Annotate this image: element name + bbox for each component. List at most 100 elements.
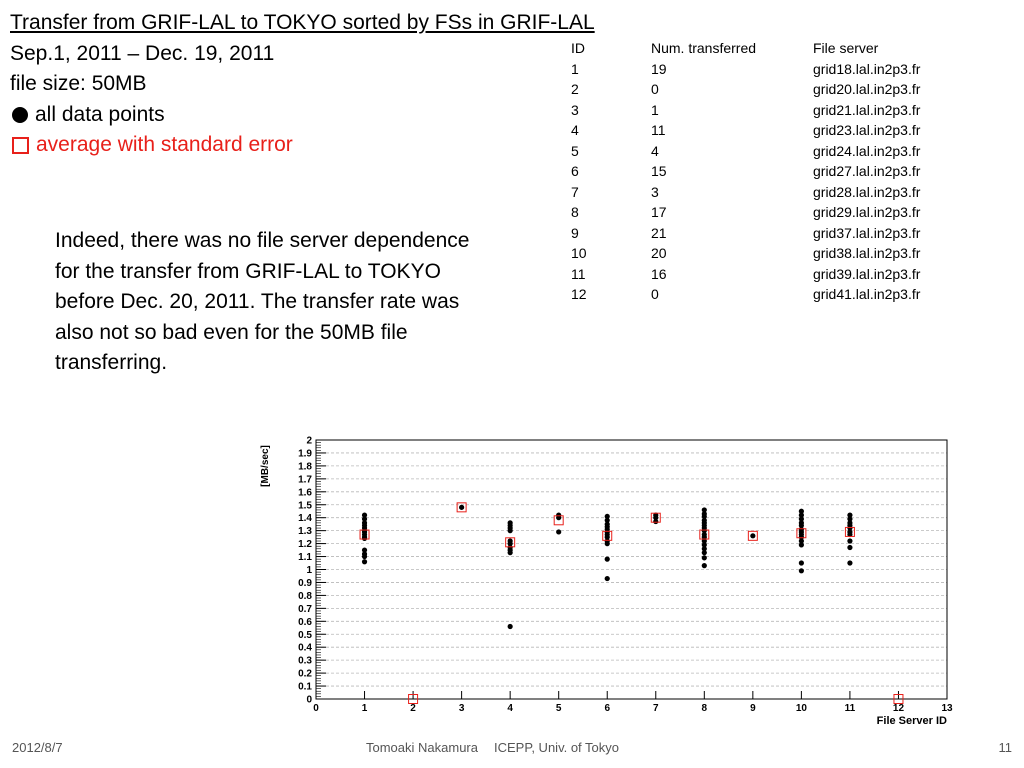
data-point — [701, 538, 707, 544]
grid-lines — [316, 452, 947, 687]
cell-num: 15 — [651, 163, 667, 179]
data-point — [701, 546, 707, 552]
data-point — [556, 515, 562, 521]
data-point — [653, 518, 659, 525]
average-marker — [699, 529, 710, 540]
data-point — [798, 508, 804, 514]
x-tick-label: 8 — [702, 703, 708, 714]
data-point — [798, 568, 804, 574]
y-axis-label: [MB/sec] — [260, 445, 271, 487]
explanation-paragraph: Indeed, there was no file server depende… — [55, 229, 470, 374]
cell-id: 10 — [571, 245, 587, 261]
data-point — [507, 623, 513, 630]
cell-id: 7 — [571, 183, 579, 200]
data-point — [701, 534, 707, 540]
cell-num: 0 — [651, 286, 659, 302]
data-point — [361, 535, 368, 542]
table-row: 9 21 grid37.lal.in2p3.fr — [571, 223, 973, 244]
average-marker — [747, 530, 758, 541]
cell-id: 8 — [571, 204, 579, 220]
y-tick-label: 1.8 — [298, 461, 312, 472]
data-point — [701, 555, 707, 561]
header-num: Num. transferred — [651, 40, 757, 56]
y-tick-label: 2 — [306, 436, 312, 447]
data-point — [798, 512, 804, 518]
x-tick-label: 6 — [604, 703, 610, 714]
average-markers — [359, 502, 904, 704]
file-server-table: ID Num. transferred File server 1 1 9 grid1… — [571, 38, 973, 305]
legend-average-label: average with standard error — [36, 133, 293, 156]
data-point — [701, 550, 707, 556]
title-block: Transfer from GRIF-LAL to TOKYO sorted b… — [10, 8, 595, 161]
table-row: 2 0 grid20.lal.in2p3.fr — [571, 79, 973, 100]
cell-num: 19 — [651, 60, 667, 77]
y-tick-label: 0.7 — [298, 604, 312, 615]
cell-fs: grid18.lal.in2p3.fr — [813, 60, 921, 77]
y-tick-label: 1.5 — [298, 500, 312, 511]
cell-num: 20 — [651, 245, 667, 261]
data-point — [507, 541, 513, 547]
cell-id: 3 — [571, 101, 579, 118]
data-point — [361, 547, 368, 553]
y-tick-label: 0.2 — [298, 669, 312, 680]
y-tick-label: 1.6 — [298, 487, 312, 498]
data-point — [701, 513, 707, 520]
table-row: 12 0 grid41.lal.in2p3.fr — [571, 284, 973, 305]
cell-id: 4 — [571, 122, 579, 138]
data-point — [701, 507, 707, 513]
file-size-text: file size: 50MB — [10, 72, 147, 95]
data-point — [604, 517, 610, 523]
cell-fs: grid37.lal.in2p3.fr — [813, 224, 921, 241]
average-marker — [359, 529, 370, 540]
x-tick-label: 9 — [750, 703, 756, 714]
table-header-row: ID Num. transferred File server — [571, 38, 973, 59]
cell-num: 0 — [651, 81, 659, 97]
cell-fs: grid38.lal.in2p3.fr — [813, 245, 921, 261]
cell-num: 11 — [651, 122, 666, 138]
data-point — [701, 563, 707, 569]
cell-id: 6 — [571, 163, 579, 179]
cell-fs: grid23.lal.in2p3.fr — [813, 122, 921, 138]
y-tick-label: 0.1 — [298, 682, 312, 693]
data-point — [847, 531, 853, 538]
data-point — [653, 515, 659, 521]
cell-id: 2 — [571, 81, 579, 97]
table-row: 7 3 grid28.lal.in2p3.fr — [571, 182, 973, 203]
data-point — [798, 534, 804, 540]
cell-fs: grid21.lal.in2p3.fr — [813, 101, 921, 118]
table-row: 10 20 grid38.lal.in2p3.fr — [571, 243, 973, 264]
average-marker — [796, 528, 807, 539]
table-row: 8 17 grid29.lal.in2p3.fr — [571, 202, 973, 223]
x-tick-label: 4 — [507, 703, 513, 714]
x-axis-label: File Server ID — [877, 715, 947, 727]
table-row: 1 19 grid18.lal.in2p3.fr — [571, 59, 973, 80]
cell-fs: grid27.lal.in2p3.fr — [813, 163, 921, 179]
data-point — [750, 533, 756, 539]
data-point — [507, 550, 513, 556]
cell-id: 12 — [571, 286, 587, 302]
x-tick-label: 5 — [556, 703, 562, 714]
data-point — [701, 542, 707, 548]
data-point — [604, 541, 610, 547]
cell-id: 9 — [571, 224, 579, 241]
data-point — [847, 516, 853, 522]
y-tick-label: 1.9 — [298, 448, 312, 459]
data-point — [361, 512, 368, 518]
cell-id: 5 — [571, 142, 579, 159]
open-square-icon — [12, 136, 29, 154]
data-point — [604, 534, 610, 540]
data-point — [556, 529, 562, 535]
footer-affiliation: ICEPP, Univ. of Tokyo — [494, 740, 620, 755]
cell-id: 11 — [571, 265, 586, 282]
cell-fs: grid29.lal.in2p3.fr — [813, 204, 921, 220]
axis-tick-labels: 00.10.20.30.40.50.60.70.80.911.11.21.31.… — [298, 436, 953, 715]
y-tick-label: 1.2 — [298, 539, 312, 550]
footer-date: 2012/8/7 — [12, 740, 63, 755]
average-marker — [553, 515, 564, 526]
x-tick-label: 2 — [410, 703, 416, 714]
y-tick-label: 1 — [306, 565, 312, 576]
slide-title: Transfer from GRIF-LAL to TOKYO sorted b… — [10, 11, 595, 34]
data-point — [798, 542, 804, 548]
data-point — [798, 516, 804, 522]
